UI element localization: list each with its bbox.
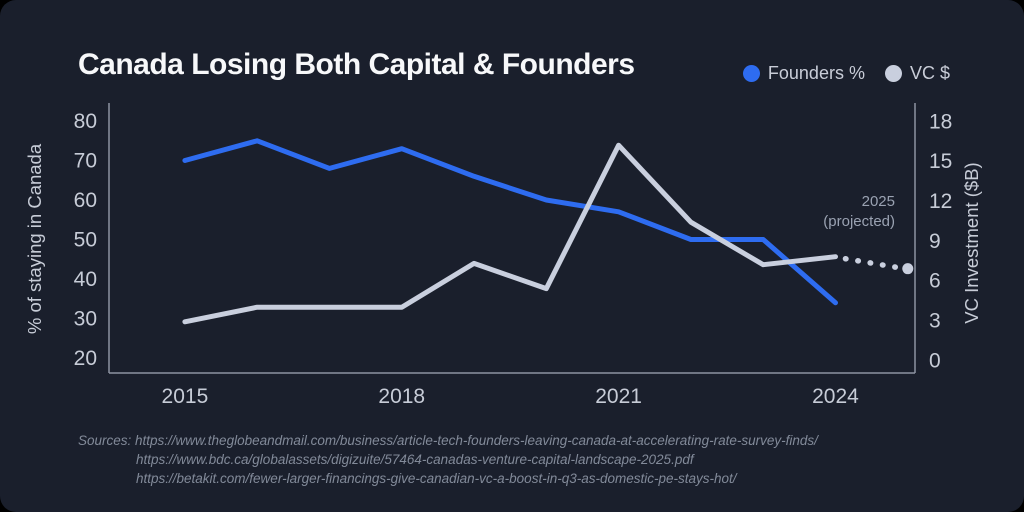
legend-label-vc: VC $: [909, 63, 950, 83]
legend: Founders % VC $: [742, 63, 950, 84]
projection-annotation-note: (projected): [823, 213, 895, 230]
source-link: https://www.bdc.ca/globalassets/digizuit…: [136, 452, 694, 467]
founders-legend-dot-icon: [742, 65, 760, 82]
projection-annotation: 2025 (projected): [823, 192, 895, 232]
vc-line: [182, 142, 838, 325]
right-axis-tick-9: 9: [929, 230, 941, 253]
right-axis-tick-3: 3: [929, 309, 941, 332]
right-axis-tick-15: 15: [929, 150, 952, 173]
x-axis-tick-2018: 2018: [378, 385, 425, 408]
right-axis-tick-0: 0: [929, 349, 941, 372]
sources-block: Sources: https://www.theglobeandmail.com…: [78, 431, 818, 488]
legend-label-founders: Founders %: [767, 63, 865, 83]
projection-annotation-year: 2025: [861, 193, 895, 210]
legend-item-founders: Founders %: [742, 63, 865, 84]
x-axis-tick-2015: 2015: [162, 385, 209, 408]
left-axis-tick-50: 50: [74, 229, 97, 252]
legend-item-vc: VC $: [884, 63, 950, 84]
left-axis-tick-30: 30: [74, 308, 97, 331]
right-axis-tick-18: 18: [929, 110, 952, 133]
vc-projection-dot: [902, 263, 914, 275]
left-axis-tick-40: 40: [74, 268, 97, 291]
vc-legend-dot-icon: [884, 65, 902, 82]
left-axis-title: % of staying in Canada: [24, 143, 45, 334]
right-axis-tick-6: 6: [929, 270, 941, 293]
source-link: Sources: https://www.theglobeandmail.com…: [78, 433, 818, 448]
chart-title: Canada Losing Both Capital & Founders: [78, 48, 635, 81]
source-link: https://betakit.com/fewer-larger-financi…: [136, 471, 737, 486]
right-axis-title: VC Investment ($B): [961, 162, 982, 323]
left-axis-tick-20: 20: [74, 347, 97, 370]
left-axis-tick-60: 60: [74, 189, 97, 212]
x-axis-tick-2024: 2024: [812, 385, 859, 408]
x-axis-tick-2021: 2021: [595, 385, 642, 408]
vc-projection-dotted-line: [842, 255, 899, 270]
left-axis-tick-70: 70: [74, 150, 97, 173]
right-axis-tick-12: 12: [929, 190, 952, 213]
founders-line: [182, 138, 838, 306]
left-axis-tick-80: 80: [74, 110, 97, 133]
